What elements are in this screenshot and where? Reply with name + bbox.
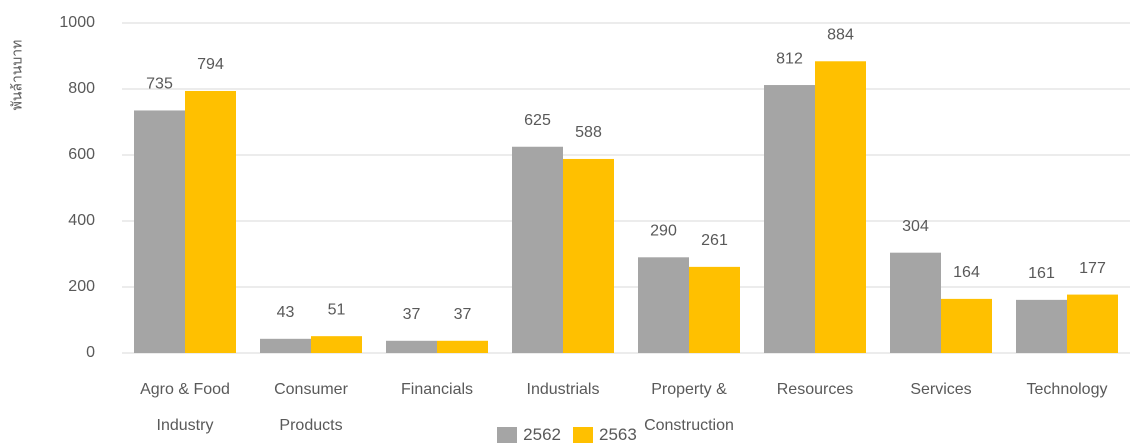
legend-swatch	[497, 427, 518, 443]
bar	[134, 110, 185, 353]
x-tick-label: Agro & Food Industry	[140, 381, 230, 434]
x-tick-label: Consumer Products	[274, 381, 348, 434]
y-tick-label: 1000	[59, 14, 95, 31]
data-label: 735	[146, 76, 173, 93]
bar	[437, 340, 488, 353]
bar	[512, 146, 563, 353]
bar	[1016, 299, 1067, 353]
y-axis-label: พันล้านบาท	[9, 40, 25, 111]
legend: 2562 2563	[0, 425, 1134, 445]
data-label: 43	[277, 304, 295, 321]
data-label: 625	[524, 112, 551, 129]
x-tick-label: Industrials	[526, 381, 600, 398]
x-tick-label: Services	[910, 381, 972, 398]
data-label: 588	[575, 124, 602, 141]
bar	[311, 336, 362, 353]
bar	[563, 158, 614, 353]
data-label: 812	[776, 50, 803, 67]
x-tick-label: Financials	[400, 381, 474, 398]
y-tick-label: 800	[68, 80, 95, 97]
x-tick-label: Property & Construction	[644, 381, 734, 434]
bar	[764, 85, 815, 353]
data-label: 304	[902, 218, 929, 235]
bar	[386, 340, 437, 353]
data-label: 794	[197, 56, 224, 73]
bar	[890, 252, 941, 353]
legend-item: 2563	[573, 425, 637, 445]
x-tick-label: Technology	[1026, 381, 1108, 398]
data-label: 37	[403, 306, 421, 323]
bar	[941, 298, 992, 353]
bar	[689, 266, 740, 353]
legend-item: 2562	[497, 425, 561, 445]
data-label: 290	[650, 223, 677, 240]
y-tick-label: 0	[86, 344, 95, 361]
bar	[185, 90, 236, 353]
data-label: 37	[454, 306, 472, 323]
data-label: 261	[701, 232, 728, 249]
y-tick-label: 200	[68, 278, 95, 295]
x-tick-label: Resources	[776, 381, 854, 398]
bar	[815, 61, 866, 353]
data-label: 164	[953, 264, 980, 281]
data-label: 161	[1028, 265, 1055, 282]
legend-swatch	[573, 427, 593, 443]
data-label: 51	[328, 301, 346, 318]
bar	[1067, 294, 1118, 353]
data-label: 177	[1079, 260, 1106, 277]
data-label: 884	[827, 26, 854, 43]
legend-label: 2563	[599, 425, 637, 444]
bar	[260, 338, 311, 353]
legend-label: 2562	[523, 425, 561, 444]
y-tick-label: 400	[68, 212, 95, 229]
bar	[638, 257, 689, 353]
y-tick-label: 600	[68, 146, 95, 163]
